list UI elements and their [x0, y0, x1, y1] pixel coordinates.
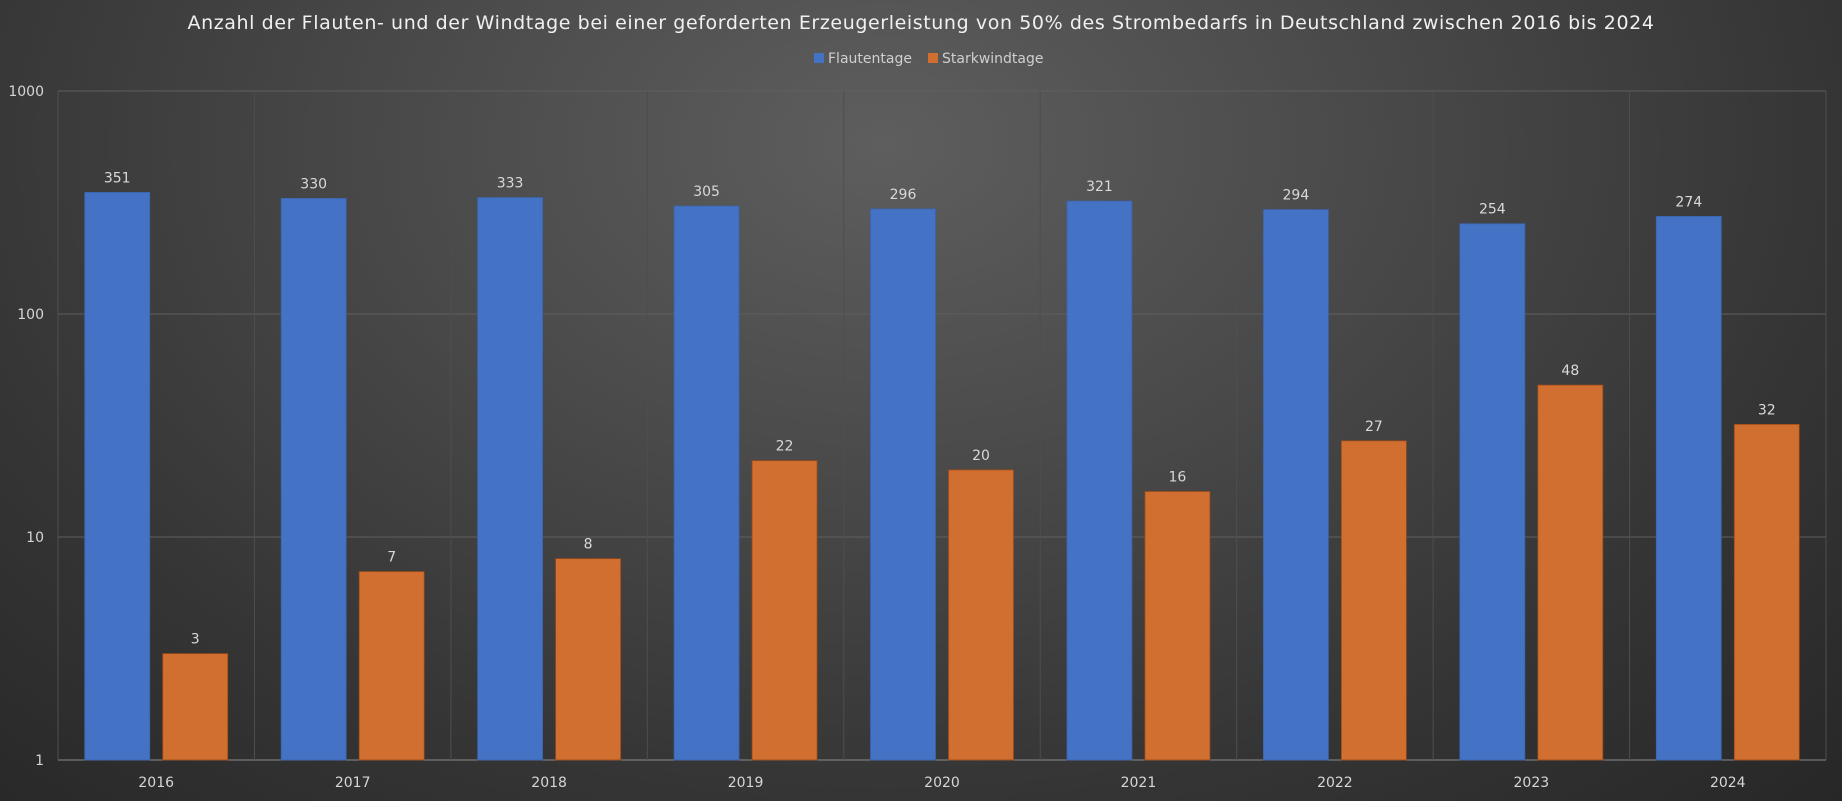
chart-title: Anzahl der Flauten- und der Windtage bei… — [187, 12, 1654, 34]
x-tick-label: 2020 — [924, 775, 960, 791]
bar-starkwindtage-2020 — [948, 469, 1014, 761]
data-label-starkwindtage-2018: 8 — [584, 537, 593, 553]
y-axis: 1 10 100 1000 — [8, 84, 44, 769]
bar-starkwindtage-2022 — [1340, 440, 1407, 761]
bar-flautentage-2022 — [1262, 209, 1329, 761]
legend: Flautentage Starkwindtage — [814, 51, 1044, 67]
data-label-starkwindtage-2023: 48 — [1561, 363, 1579, 379]
data-label-flautentage-2018: 333 — [497, 175, 524, 191]
bar-starkwindtage-2017 — [358, 571, 425, 761]
legend-swatch — [928, 53, 938, 63]
bar-flautentage-2020 — [870, 208, 936, 761]
legend-item-starkwindtage: Starkwindtage — [928, 51, 1044, 67]
bar-starkwindtage-2016 — [162, 653, 229, 761]
data-label-starkwindtage-2024: 32 — [1758, 402, 1776, 418]
bar-flautentage-2016 — [84, 191, 151, 761]
x-tick-label: 2022 — [1317, 775, 1353, 791]
bar-flautentage-2019 — [673, 205, 740, 761]
legend-label: Flautentage — [828, 51, 912, 67]
bar-flautentage-2018 — [477, 197, 544, 761]
bar-flautentage-2024 — [1655, 215, 1722, 761]
x-tick-label: 2021 — [1121, 775, 1157, 791]
x-tick-label: 2016 — [138, 775, 174, 791]
x-tick-label: 2017 — [335, 775, 371, 791]
x-tick-label: 2018 — [531, 775, 567, 791]
x-tick-label: 2019 — [728, 775, 764, 791]
x-axis: 2016 2017 2018 2019 2020 2021 2022 2023 2024 — [138, 775, 1745, 791]
data-label-starkwindtage-2017: 7 — [387, 550, 396, 566]
bars — [84, 191, 1800, 761]
y-tick-label: 1 — [35, 753, 44, 769]
legend-item-flautentage: Flautentage — [814, 51, 912, 67]
data-label-flautentage-2021: 321 — [1086, 179, 1113, 195]
bar-starkwindtage-2018 — [555, 558, 622, 761]
data-label-flautentage-2019: 305 — [693, 184, 720, 200]
legend-label: Starkwindtage — [942, 51, 1044, 67]
data-label-starkwindtage-2021: 16 — [1169, 469, 1187, 485]
grid — [57, 90, 1827, 761]
data-label-starkwindtage-2016: 3 — [191, 632, 200, 648]
data-label-flautentage-2023: 254 — [1479, 202, 1506, 218]
y-tick-label: 1000 — [8, 84, 44, 100]
y-tick-label: 10 — [26, 530, 44, 546]
bar-starkwindtage-2021 — [1144, 491, 1211, 761]
x-tick-label: 2023 — [1514, 775, 1550, 791]
data-label-starkwindtage-2022: 27 — [1365, 419, 1383, 435]
bar-starkwindtage-2024 — [1733, 423, 1800, 761]
data-label-flautentage-2017: 330 — [300, 176, 327, 192]
x-tick-label: 2024 — [1710, 775, 1746, 791]
data-label-starkwindtage-2019: 22 — [776, 439, 794, 455]
data-label-flautentage-2022: 294 — [1283, 188, 1310, 204]
data-label-flautentage-2020: 296 — [890, 187, 917, 203]
y-tick-label: 100 — [17, 307, 44, 323]
bar-flautentage-2021 — [1066, 200, 1133, 761]
data-labels: 351 3 330 7 333 8 305 22 296 20 321 16 294 27 254 48 274… — [104, 170, 1776, 647]
bar-starkwindtage-2023 — [1537, 384, 1604, 761]
bar-flautentage-2023 — [1459, 223, 1526, 761]
bar-flautentage-2017 — [280, 197, 347, 761]
data-label-flautentage-2024: 274 — [1675, 194, 1702, 210]
data-label-starkwindtage-2020: 20 — [972, 448, 990, 464]
legend-swatch — [814, 53, 824, 63]
bar-starkwindtage-2019 — [751, 460, 818, 761]
data-label-flautentage-2016: 351 — [104, 170, 131, 186]
